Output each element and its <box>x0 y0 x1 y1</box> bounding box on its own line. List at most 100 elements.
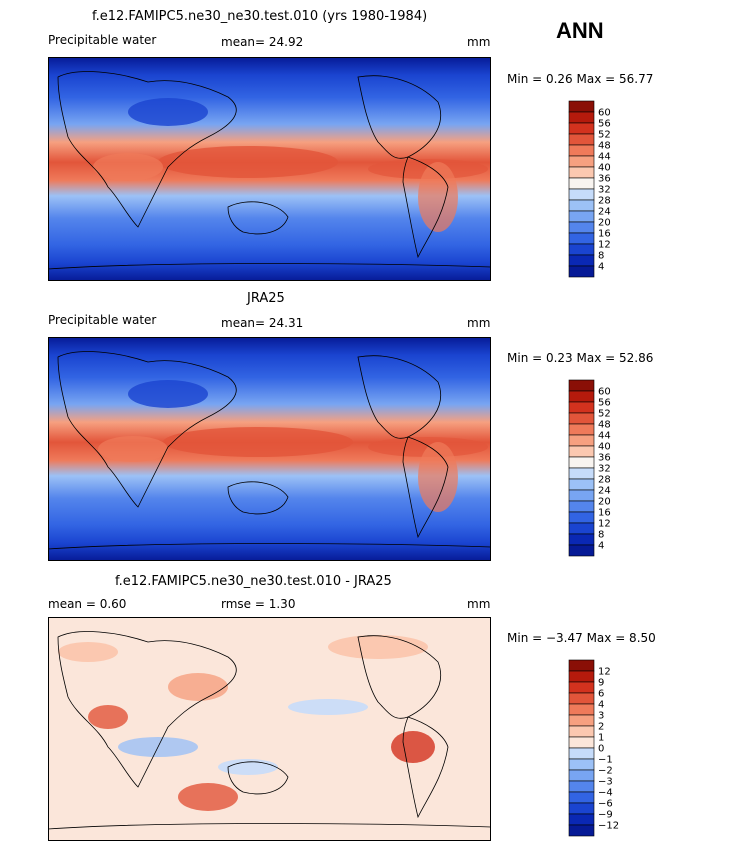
colorbar-label: 8 <box>598 251 604 262</box>
colorbar-box <box>568 725 595 738</box>
colorbar-label: 24 <box>598 207 611 218</box>
colorbar-box <box>568 489 595 502</box>
panel3-units: mm <box>467 597 491 611</box>
colorbar-label: 8 <box>598 530 604 541</box>
panel2-coastlines <box>48 351 491 550</box>
colorbar-box <box>568 166 595 179</box>
colorbar-label: 44 <box>598 431 611 442</box>
colorbar-label: 52 <box>598 130 611 141</box>
panel1-mean: mean= 24.92 <box>221 35 304 49</box>
colorbar-label: 12 <box>598 240 611 251</box>
colorbar-box <box>568 144 595 157</box>
colorbar-box <box>568 670 595 683</box>
colorbar-label: −3 <box>598 777 613 788</box>
colorbar-box <box>568 401 595 414</box>
colorbar-label: 4 <box>598 541 604 552</box>
colorbar-label: −6 <box>598 799 613 810</box>
panel3-coastlines <box>48 631 491 830</box>
colorbar-box <box>568 379 595 392</box>
colorbar-label: 56 <box>598 119 611 130</box>
colorbar-box <box>568 412 595 425</box>
colorbar-box <box>568 747 595 760</box>
panel2-title: JRA25 <box>247 291 285 306</box>
colorbar-label: 52 <box>598 409 611 420</box>
colorbar-box <box>568 100 595 113</box>
panel2-map <box>48 337 491 561</box>
colorbar-label: 48 <box>598 141 611 152</box>
colorbar-box <box>568 533 595 546</box>
panel1-map <box>48 57 491 281</box>
panel2-variable-label: Precipitable water <box>48 313 157 327</box>
colorbar-box <box>568 133 595 146</box>
colorbar-label: 36 <box>598 453 611 464</box>
colorbar-box <box>568 703 595 716</box>
colorbar-label: 28 <box>598 475 611 486</box>
colorbar-label: 48 <box>598 420 611 431</box>
colorbar-box <box>568 758 595 771</box>
colorbar-label: −12 <box>598 821 619 832</box>
colorbar-box <box>568 232 595 245</box>
panel1-coastlines <box>48 71 491 270</box>
panel3-minmax: Min = −3.47 Max = 8.50 <box>507 631 656 645</box>
colorbar-box <box>568 824 595 837</box>
colorbar-label: 9 <box>598 678 604 689</box>
colorbar-label: 0 <box>598 744 604 755</box>
colorbar-label: 6 <box>598 689 604 700</box>
colorbar-label: 24 <box>598 486 611 497</box>
colorbar-label: 32 <box>598 464 611 475</box>
colorbar-box <box>568 500 595 513</box>
panel2-minmax: Min = 0.23 Max = 52.86 <box>507 351 654 365</box>
colorbar-label: 3 <box>598 711 604 722</box>
panel1-title: f.e12.FAMIPC5.ne30_ne30.test.010 (yrs 19… <box>92 9 428 24</box>
colorbar-label: 4 <box>598 700 604 711</box>
colorbar-label: 36 <box>598 174 611 185</box>
colorbar-box <box>568 780 595 793</box>
colorbar-box <box>568 544 595 557</box>
colorbar-label: 56 <box>598 398 611 409</box>
panel3-rmse: rmse = 1.30 <box>221 597 296 611</box>
panel3-title: f.e12.FAMIPC5.ne30_ne30.test.010 - JRA25 <box>115 574 392 589</box>
colorbar-box <box>568 769 595 782</box>
colorbar-box <box>568 813 595 826</box>
colorbar-label: 12 <box>598 519 611 530</box>
colorbar-label: 28 <box>598 196 611 207</box>
colorbar-label: 16 <box>598 229 611 240</box>
colorbar-box <box>568 122 595 135</box>
colorbar-box <box>568 714 595 727</box>
colorbar-label: 1 <box>598 733 604 744</box>
colorbar-box <box>568 254 595 267</box>
colorbar-box <box>568 390 595 403</box>
colorbar-label: 60 <box>598 387 611 398</box>
colorbar-box <box>568 265 595 278</box>
colorbar-label: 20 <box>598 497 611 508</box>
colorbar-box <box>568 445 595 458</box>
colorbar-label: 12 <box>598 667 611 678</box>
colorbar-box <box>568 177 595 190</box>
panel1-minmax: Min = 0.26 Max = 56.77 <box>507 72 654 86</box>
colorbar-box <box>568 210 595 223</box>
colorbar-label: 2 <box>598 722 604 733</box>
colorbar-box <box>568 791 595 804</box>
panel1-units: mm <box>467 35 491 49</box>
colorbar-box <box>568 467 595 480</box>
colorbar-label: 20 <box>598 218 611 229</box>
colorbar-box <box>568 199 595 212</box>
panel2-mean: mean= 24.31 <box>221 316 304 330</box>
colorbar-box <box>568 188 595 201</box>
season-label: ANN <box>556 18 604 43</box>
colorbar-label: 40 <box>598 442 611 453</box>
colorbar-box <box>568 155 595 168</box>
colorbar-box <box>568 522 595 535</box>
colorbar-box <box>568 736 595 749</box>
panel1-variable-label: Precipitable water <box>48 33 157 47</box>
colorbar-label: 60 <box>598 108 611 119</box>
colorbar-label: −9 <box>598 810 613 821</box>
colorbar-label: −1 <box>598 755 613 766</box>
colorbar-box <box>568 243 595 256</box>
colorbar-box <box>568 111 595 124</box>
panel3-mean: mean = 0.60 <box>48 597 127 611</box>
colorbar-box <box>568 221 595 234</box>
